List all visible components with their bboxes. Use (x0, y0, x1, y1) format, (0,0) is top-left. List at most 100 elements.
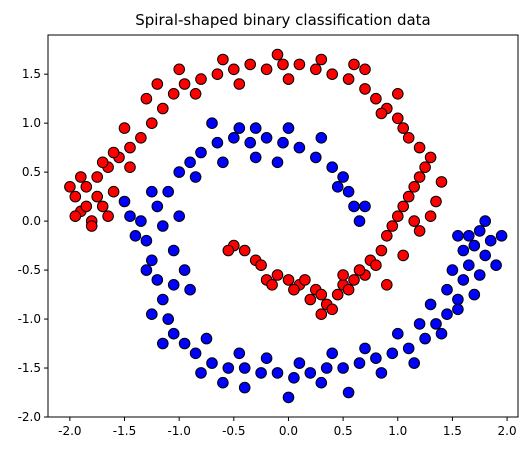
data-point (375, 107, 388, 120)
data-point (222, 362, 235, 374)
data-point (386, 347, 399, 360)
data-point (430, 318, 442, 330)
x-tick-label: 0.5 (334, 424, 353, 438)
data-point (337, 269, 349, 281)
data-point (310, 151, 322, 164)
data-point (200, 332, 213, 345)
data-point (162, 185, 174, 198)
data-point (260, 132, 273, 144)
data-point (435, 176, 448, 188)
data-point (375, 367, 388, 379)
data-point (255, 367, 267, 379)
data-point (293, 58, 306, 71)
data-point (228, 63, 240, 76)
y-tick-label: 0.5 (22, 165, 41, 179)
data-point (195, 73, 207, 85)
data-point (140, 264, 153, 276)
data-point (463, 230, 475, 242)
data-point (342, 73, 355, 85)
data-point (331, 181, 344, 193)
data-point (397, 200, 410, 213)
data-point (397, 122, 410, 134)
plot-frame (47, 34, 519, 418)
y-tick-label: 1.5 (22, 67, 41, 81)
data-point (326, 161, 339, 173)
data-point (392, 88, 404, 100)
data-point (337, 171, 349, 183)
data-point (217, 53, 229, 66)
data-point (359, 342, 371, 355)
data-point (167, 327, 180, 340)
data-point (222, 244, 235, 257)
data-point (359, 83, 371, 95)
data-point (140, 92, 153, 105)
data-point (189, 88, 202, 100)
data-point (107, 146, 120, 159)
x-tick-label: -2.0 (58, 424, 81, 438)
data-point (282, 73, 295, 85)
data-point (178, 78, 191, 90)
data-point (342, 185, 355, 198)
data-point (260, 63, 273, 76)
data-point (102, 210, 114, 222)
data-point (413, 171, 426, 183)
data-point (195, 146, 207, 159)
data-point (435, 327, 448, 340)
data-point (189, 171, 202, 183)
data-point (386, 220, 399, 232)
data-point (146, 254, 158, 267)
data-point (129, 230, 142, 242)
data-point (441, 283, 453, 296)
data-point (457, 244, 470, 257)
data-point (140, 234, 153, 247)
axes-layer: -2.0 -1.5 -1.0 -0.5 0.0 0.5 1.0 1.5 2.0 -2.0 -1.5 -… (18, 34, 519, 438)
y-tick-label: -0.5 (18, 263, 41, 277)
data-point (80, 181, 93, 193)
data-point (430, 195, 442, 208)
data-point (452, 230, 464, 242)
data-point (233, 78, 246, 90)
data-point (157, 337, 169, 350)
data-point (402, 132, 415, 144)
data-point (167, 88, 180, 100)
data-point (69, 210, 82, 222)
data-point (288, 372, 300, 384)
data-point (260, 352, 273, 365)
data-point (157, 293, 169, 306)
data-point (184, 156, 196, 169)
data-point (124, 210, 136, 222)
data-point (441, 308, 453, 321)
data-point (353, 215, 366, 227)
data-point (162, 313, 174, 325)
data-point (206, 117, 218, 129)
data-point (64, 181, 76, 193)
data-point (146, 185, 158, 198)
data-point (392, 327, 404, 340)
data-point (249, 122, 262, 134)
data-point (310, 63, 322, 76)
data-point (238, 362, 251, 374)
data-point (157, 102, 169, 115)
data-point (151, 78, 164, 90)
data-point (413, 141, 426, 154)
data-point (408, 215, 421, 227)
x-tick-label: 1.0 (388, 424, 407, 438)
data-point (370, 92, 382, 105)
data-point (304, 293, 317, 306)
data-point (271, 367, 284, 379)
data-point (157, 220, 169, 232)
data-point (315, 132, 328, 144)
data-point (299, 274, 311, 286)
data-point (184, 283, 196, 296)
data-point (255, 259, 267, 272)
data-point (178, 337, 191, 350)
data-point (452, 303, 464, 316)
data-point (402, 190, 415, 203)
data-point (479, 215, 492, 227)
x-tick-label: -1.5 (113, 424, 136, 438)
data-point (342, 386, 355, 399)
data-point (473, 269, 486, 281)
data-point (490, 259, 502, 272)
data-point (233, 347, 246, 360)
